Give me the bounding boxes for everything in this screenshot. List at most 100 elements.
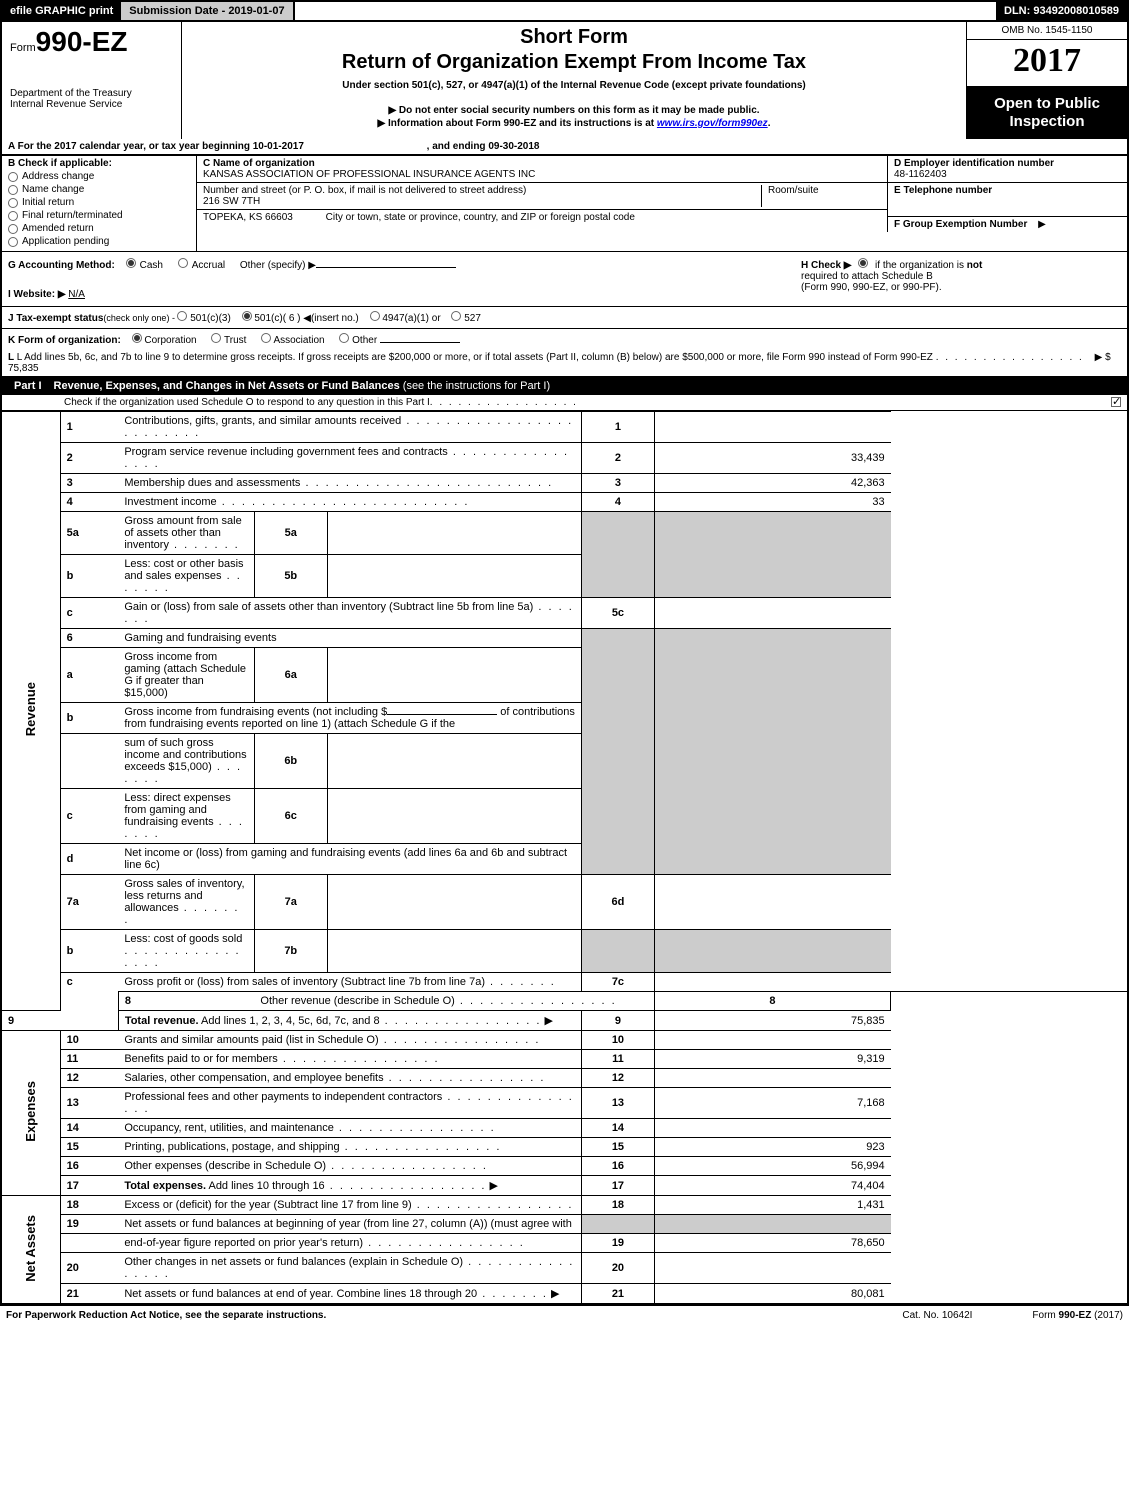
- submission-date: Submission Date - 2019-01-07: [121, 2, 294, 20]
- table-row: 19 Net assets or fund balances at beginn…: [2, 1215, 1127, 1234]
- num-box: 18: [582, 1196, 655, 1215]
- form990ez-link[interactable]: www.irs.gov/form990ez: [657, 118, 768, 129]
- line-no: 1: [60, 412, 118, 443]
- check-address-change[interactable]: Address change: [8, 171, 190, 182]
- line-desc: Total revenue. Add lines 1, 2, 3, 4, 5c,…: [118, 1011, 581, 1031]
- header-left: Form990-EZ Department of the Treasury In…: [2, 22, 182, 139]
- desc-text: Printing, publications, postage, and shi…: [124, 1141, 339, 1153]
- col-b: B Check if applicable: Address change Na…: [2, 156, 197, 251]
- desc-text: Other revenue (describe in Schedule O): [260, 995, 454, 1007]
- h-box: H Check ▶ if the organization is not req…: [801, 258, 1121, 300]
- sub-val: [327, 875, 582, 930]
- k-o1: Corporation: [144, 335, 196, 346]
- num-box: 4: [582, 493, 655, 512]
- num-box: 5c: [582, 598, 655, 629]
- radio-assoc[interactable]: [261, 333, 271, 343]
- sub-val: [327, 555, 582, 598]
- radio-501c3[interactable]: [177, 311, 187, 321]
- line-no: 3: [60, 474, 118, 493]
- desc-bold: Total expenses.: [124, 1180, 206, 1192]
- amount-blank[interactable]: [387, 714, 497, 715]
- j-note: (check only one) -: [103, 313, 177, 323]
- dots: [334, 1122, 496, 1134]
- f-label: F Group Exemption Number: [894, 219, 1027, 230]
- c-street-box: Number and street (or P. O. box, if mail…: [197, 183, 887, 210]
- line-no: 18: [60, 1196, 118, 1215]
- line-no: b: [60, 930, 118, 973]
- vert-text: Expenses: [23, 1081, 38, 1142]
- val-box: [654, 1119, 890, 1138]
- table-row: 15 Printing, publications, postage, and …: [2, 1138, 1127, 1157]
- b-label: B Check if applicable:: [8, 158, 190, 169]
- table-row: d Net income or (loss) from gaming and f…: [2, 844, 1127, 875]
- section-j: J Tax-exempt status(check only one) - 50…: [2, 306, 1127, 328]
- ghi-left: G Accounting Method: Cash Accrual Other …: [8, 258, 801, 300]
- dots: [169, 539, 240, 551]
- k-label: K Form of organization:: [8, 335, 121, 346]
- dots: [430, 397, 578, 408]
- radio-501c[interactable]: [242, 311, 252, 321]
- num-box: 1: [582, 412, 655, 443]
- j-o2: 501(c)( 6 ) ◀(insert no.): [254, 313, 358, 324]
- num-box-shade: [582, 512, 655, 598]
- j-o3: 4947(a)(1) or: [382, 313, 440, 324]
- part1-checkbox[interactable]: [1111, 397, 1121, 407]
- radio-other[interactable]: [339, 333, 349, 343]
- line-desc: Gross income from gaming (attach Schedul…: [118, 648, 254, 703]
- dots: [326, 1160, 488, 1172]
- table-row: 2 Program service revenue including gove…: [2, 443, 1127, 474]
- radio-icon: [8, 185, 18, 195]
- subtitle-ssn: ▶ Do not enter social security numbers o…: [192, 105, 956, 116]
- num-box: 21: [582, 1284, 655, 1304]
- row-a: A For the 2017 calendar year, or tax yea…: [2, 139, 1127, 155]
- num-box-shade: [582, 629, 655, 875]
- line-desc: Gross sales of inventory, less returns a…: [118, 875, 254, 930]
- val-box: [654, 973, 890, 992]
- dots: [300, 477, 553, 489]
- part1-title-norm: (see the instructions for Part I): [403, 380, 550, 392]
- h-check[interactable]: [858, 258, 868, 268]
- form-prefix: Form: [10, 42, 36, 54]
- header-center: Short Form Return of Organization Exempt…: [182, 22, 967, 139]
- num-box: 12: [582, 1069, 655, 1088]
- dots: [217, 496, 470, 508]
- check-initial-return[interactable]: Initial return: [8, 197, 190, 208]
- title-short-form: Short Form: [192, 26, 956, 49]
- check-label: Final return/terminated: [22, 210, 123, 221]
- check-label: Application pending: [22, 236, 109, 247]
- line-no: 19: [60, 1215, 118, 1234]
- part1-label: Part I: [2, 377, 54, 395]
- table-row: 14 Occupancy, rent, utilities, and maint…: [2, 1119, 1127, 1138]
- check-final-return[interactable]: Final return/terminated: [8, 210, 190, 221]
- h-line3: (Form 990, 990-EZ, or 990-PF).: [801, 282, 1121, 293]
- g-other-line[interactable]: [316, 267, 456, 268]
- top-bar: efile GRAPHIC print Submission Date - 20…: [2, 2, 1127, 22]
- line-no: 11: [60, 1050, 118, 1069]
- radio-527[interactable]: [451, 311, 461, 321]
- desc-text: Gross income from fundraising events (no…: [124, 706, 387, 718]
- num-box-shade: [582, 1215, 655, 1234]
- check-application-pending[interactable]: Application pending: [8, 236, 190, 247]
- lines-table: Revenue 1 Contributions, gifts, grants, …: [2, 411, 1127, 1303]
- k-other-line[interactable]: [380, 342, 460, 343]
- radio-4947[interactable]: [370, 311, 380, 321]
- radio-corp[interactable]: [132, 333, 142, 343]
- val-box: 56,994: [654, 1157, 890, 1176]
- num-box: 10: [582, 1031, 655, 1050]
- sub-num: 5a: [254, 512, 327, 555]
- dln-label: DLN: 93492008010589: [996, 2, 1127, 20]
- header-row: Form990-EZ Department of the Treasury In…: [2, 22, 1127, 139]
- line-no: c: [60, 789, 118, 844]
- table-row: 3 Membership dues and assessments 3 42,3…: [2, 474, 1127, 493]
- table-row: 11 Benefits paid to or for members 11 9,…: [2, 1050, 1127, 1069]
- line-no: a: [60, 648, 118, 703]
- check-label: Initial return: [22, 197, 74, 208]
- dots: [379, 1034, 541, 1046]
- radio-trust[interactable]: [211, 333, 221, 343]
- radio-cash[interactable]: [126, 258, 136, 268]
- radio-accrual[interactable]: [178, 258, 188, 268]
- check-amended-return[interactable]: Amended return: [8, 223, 190, 234]
- expenses-vert-label: Expenses: [2, 1031, 60, 1196]
- check-name-change[interactable]: Name change: [8, 184, 190, 195]
- spacer: [295, 2, 996, 20]
